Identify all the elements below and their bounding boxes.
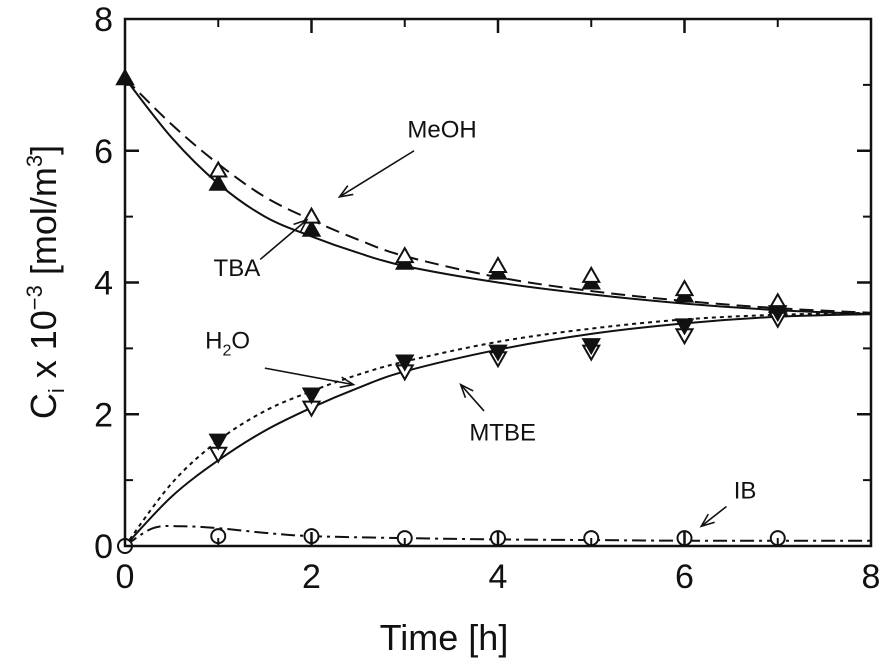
y-axis-title-unit-end: ] [23, 145, 64, 155]
x-tick-label: 8 [862, 558, 881, 596]
y-axis-title-mid: x 10 [23, 310, 64, 388]
annotation-label-mtbe: MTBE [469, 420, 536, 447]
y-tick-label: 2 [94, 396, 113, 434]
marker-meoh [208, 160, 228, 178]
axis-ticks: 0 2 4 6 8 0 2 4 6 8 [94, 1, 880, 596]
marker-h2o [301, 387, 322, 405]
annotation-arrow-meoh [339, 150, 415, 198]
y-axis-title-sub: i [44, 388, 69, 393]
y-axis-title: Ci x 10−3 [mol/m3] [22, 145, 69, 419]
marker-meoh [674, 279, 695, 297]
y-tick-label: 6 [94, 133, 113, 171]
y-tick-label: 0 [94, 528, 113, 566]
annotation-arrow-tba [259, 219, 308, 261]
y-axis-title-sup: −3 [22, 285, 47, 310]
annotation-label-meoh: MeOH [407, 117, 476, 144]
annotation-arrowhead-ib [699, 513, 715, 528]
x-tick-label: 4 [489, 558, 508, 596]
annotation-label-tba: TBA [214, 255, 261, 282]
y-tick-label: 4 [94, 265, 113, 303]
annotation-arrow-mtbe [460, 384, 485, 412]
annotation-label-h2o: H2O [205, 327, 250, 359]
marker-meoh [581, 265, 601, 283]
annotation-arrow-ib [700, 505, 727, 527]
data-markers [115, 68, 788, 554]
marker-h2o [581, 338, 601, 356]
model-curves [124, 77, 872, 547]
marker-h2o [395, 354, 415, 372]
annotation-arrowhead-tba [293, 218, 309, 233]
annotation-arrowhead-meoh [337, 185, 354, 198]
y-tick-label: 8 [94, 1, 113, 39]
marker-meoh [395, 246, 415, 264]
y-axis-title-unit-start: [mol/m [23, 167, 64, 285]
y-axis-title-unit-sup: 3 [22, 155, 47, 167]
marker-meoh [488, 256, 508, 274]
x-tick-label: 0 [116, 558, 135, 596]
marker-h2o [488, 344, 508, 362]
annotation-arrowhead-mtbe [459, 382, 474, 399]
annotation-arrow-h2o [264, 367, 354, 386]
marker-h2o [768, 305, 788, 323]
annotations: MeOH TBA H2O MTBE IB [205, 117, 757, 528]
x-tick-label: 2 [302, 558, 321, 596]
x-axis-title: Time [h] [380, 617, 509, 658]
annotation-label-ib: IB [734, 478, 757, 505]
x-tick-label: 6 [675, 558, 694, 596]
annotation-arrowhead-h2o [339, 376, 356, 389]
marker-tba [301, 219, 322, 237]
marker-h2o [208, 433, 228, 451]
marker-tba [208, 173, 228, 191]
marker-h2o [674, 318, 695, 336]
curve-ib [124, 524, 871, 547]
y-axis-title-base: C [23, 393, 64, 419]
